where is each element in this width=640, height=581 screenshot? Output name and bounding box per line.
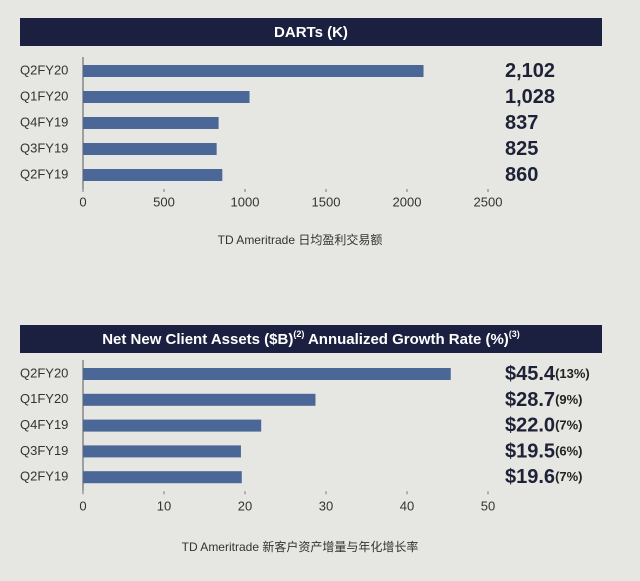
value-label: $28.7(9%) — [505, 389, 583, 411]
bar — [83, 143, 217, 155]
value-text: $22.0 — [505, 415, 555, 437]
title-part: Net New Client Assets ($B) — [102, 331, 293, 348]
x-tick-label: 2500 — [474, 194, 503, 209]
value-label: $22.0(7%) — [505, 415, 583, 437]
value-text: 837 — [505, 112, 538, 134]
value-label: 2,102 — [505, 60, 555, 82]
value-label: 860 — [505, 164, 538, 186]
value-text: 2,102 — [505, 60, 555, 82]
bar — [83, 393, 316, 406]
bar — [83, 445, 241, 458]
title-part: Annualized Growth Rate (%) — [304, 331, 508, 348]
category-label: Q4FY19 — [20, 114, 68, 129]
growth-rate: (9%) — [555, 392, 582, 407]
x-tick-label: 40 — [400, 498, 414, 513]
x-tick-label: 20 — [238, 498, 252, 513]
title-note: (2) — [293, 329, 304, 339]
category-label: Q2FY20 — [20, 62, 68, 77]
value-label: $19.6(7%) — [505, 466, 583, 488]
category-label: Q2FY20 — [20, 365, 68, 380]
title-bar — [20, 325, 602, 353]
title-note: (3) — [509, 329, 520, 339]
category-label: Q1FY20 — [20, 88, 68, 103]
chart-title: Net New Client Assets ($B)(2) Annualized… — [102, 329, 520, 348]
caption: TD Ameritrade 新客户资产增量与年化增长率 — [182, 539, 419, 554]
x-tick-label: 30 — [319, 498, 333, 513]
bar — [83, 471, 242, 484]
growth-rate: (13%) — [555, 366, 590, 381]
category-label: Q3FY19 — [20, 443, 68, 458]
growth-rate: (7%) — [555, 418, 582, 433]
value-label: $19.5(6%) — [505, 441, 583, 463]
value-text: $19.6 — [505, 466, 555, 488]
bar — [83, 169, 223, 181]
x-tick-label: 1000 — [231, 194, 260, 209]
value-text: $19.5 — [505, 441, 555, 463]
value-label: 837 — [505, 112, 538, 134]
category-label: Q2FY19 — [20, 166, 68, 181]
chart-title: DARTs (K) — [274, 24, 348, 41]
value-text: $28.7 — [505, 389, 555, 411]
bar — [83, 368, 451, 380]
category-label: Q3FY19 — [20, 140, 68, 155]
value-text: $45.4 — [505, 363, 556, 385]
x-tick-label: 0 — [79, 194, 86, 209]
value-text: 1,028 — [505, 86, 555, 108]
x-tick-label: 50 — [481, 498, 495, 513]
value-label: 825 — [505, 138, 538, 160]
bar — [83, 419, 262, 432]
x-tick-label: 1500 — [312, 194, 341, 209]
x-tick-label: 0 — [79, 498, 86, 513]
title-bar — [20, 18, 602, 46]
x-tick-label: 500 — [153, 194, 175, 209]
value-text: 825 — [505, 138, 538, 160]
bar — [83, 91, 250, 103]
value-label: 1,028 — [505, 86, 555, 108]
bar — [83, 117, 219, 129]
category-label: Q1FY20 — [20, 391, 68, 406]
value-label: $45.4(13%) — [505, 363, 590, 385]
caption: TD Ameritrade 日均盈利交易额 — [218, 232, 383, 247]
bar — [83, 65, 424, 77]
x-tick-label: 10 — [157, 498, 171, 513]
growth-rate: (7%) — [555, 470, 582, 485]
x-tick-label: 2000 — [393, 194, 422, 209]
category-label: Q2FY19 — [20, 469, 68, 484]
category-label: Q4FY19 — [20, 417, 68, 432]
growth-rate: (6%) — [555, 444, 582, 459]
value-text: 860 — [505, 164, 538, 186]
